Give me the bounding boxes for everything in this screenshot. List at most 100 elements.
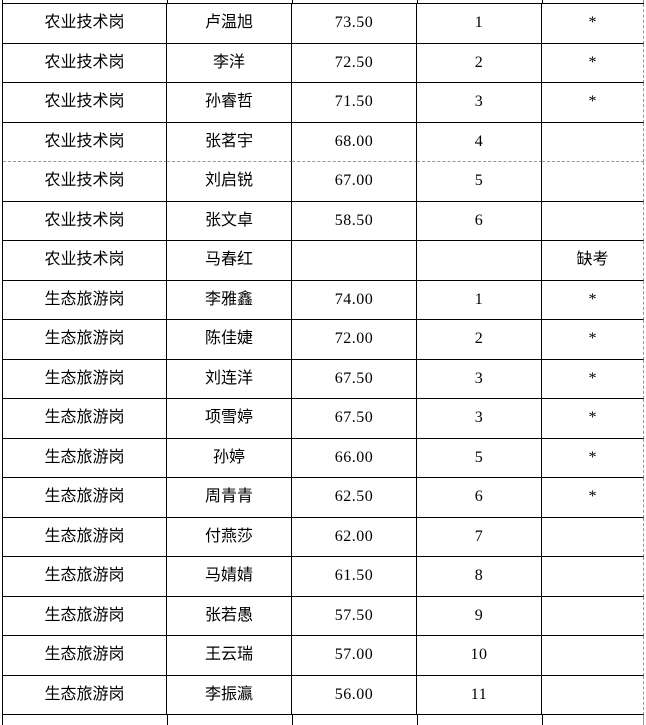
- cell-remark[interactable]: *: [542, 280, 644, 320]
- table-row: 生态旅游岗 张若愚 57.50 9: [3, 596, 644, 636]
- grid-line-stub: [2, 0, 3, 3]
- cell-name[interactable]: 陈佳婕: [167, 320, 292, 360]
- cell-rank[interactable]: 1: [417, 280, 542, 320]
- cell-remark[interactable]: [542, 675, 644, 715]
- cell-score[interactable]: 66.00: [292, 438, 417, 478]
- cell-score[interactable]: 72.00: [292, 320, 417, 360]
- table-row: 生态旅游岗 王云瑞 57.00 10: [3, 636, 644, 676]
- cell-remark[interactable]: *: [542, 438, 644, 478]
- cell-rank[interactable]: 10: [417, 636, 542, 676]
- cell-rank[interactable]: 6: [417, 478, 542, 518]
- table-row: 生态旅游岗 马婧婧 61.50 8: [3, 557, 644, 597]
- cell-name[interactable]: 李雅鑫: [167, 280, 292, 320]
- cell-rank[interactable]: 8: [417, 557, 542, 597]
- cell-name[interactable]: 张若愚: [167, 596, 292, 636]
- cell-rank[interactable]: 4: [417, 122, 542, 162]
- cell-remark[interactable]: [542, 517, 644, 557]
- cell-score[interactable]: 71.50: [292, 83, 417, 123]
- cell-position[interactable]: 农业技术岗: [3, 4, 167, 44]
- cell-name[interactable]: 孙睿哲: [167, 83, 292, 123]
- cell-rank[interactable]: [417, 241, 542, 281]
- cell-name[interactable]: 马婧婧: [167, 557, 292, 597]
- cell-name[interactable]: 李洋: [167, 43, 292, 83]
- table-row: 生态旅游岗 李雅鑫 74.00 1 *: [3, 280, 644, 320]
- score-table-body: 农业技术岗 卢温旭 73.50 1 * 农业技术岗 李洋 72.50 2 * 农…: [3, 4, 644, 715]
- cell-remark[interactable]: [542, 122, 644, 162]
- cell-remark[interactable]: *: [542, 359, 644, 399]
- cell-remark[interactable]: *: [542, 83, 644, 123]
- cell-score[interactable]: 58.50: [292, 201, 417, 241]
- cell-rank[interactable]: 5: [417, 162, 542, 202]
- cell-remark[interactable]: *: [542, 478, 644, 518]
- cell-name[interactable]: 王云瑞: [167, 636, 292, 676]
- cell-remark[interactable]: [542, 201, 644, 241]
- cell-remark[interactable]: 缺考: [542, 241, 644, 281]
- cell-name[interactable]: 李振瀛: [167, 675, 292, 715]
- cell-position[interactable]: 生态旅游岗: [3, 320, 167, 360]
- cell-name[interactable]: 项雪婷: [167, 399, 292, 439]
- cell-name[interactable]: 刘启锐: [167, 162, 292, 202]
- cell-rank[interactable]: 2: [417, 320, 542, 360]
- cell-remark[interactable]: *: [542, 4, 644, 44]
- cell-score[interactable]: 68.00: [292, 122, 417, 162]
- cell-position[interactable]: 生态旅游岗: [3, 557, 167, 597]
- cell-position[interactable]: 农业技术岗: [3, 241, 167, 281]
- cell-remark[interactable]: [542, 557, 644, 597]
- cell-rank[interactable]: 7: [417, 517, 542, 557]
- cell-position[interactable]: 生态旅游岗: [3, 596, 167, 636]
- cell-position[interactable]: 生态旅游岗: [3, 280, 167, 320]
- cell-score[interactable]: [292, 241, 417, 281]
- cell-rank[interactable]: 9: [417, 596, 542, 636]
- cell-position[interactable]: 生态旅游岗: [3, 675, 167, 715]
- cell-remark[interactable]: *: [542, 320, 644, 360]
- cell-position[interactable]: 农业技术岗: [3, 162, 167, 202]
- grid-line-stub: [167, 715, 168, 725]
- cell-score[interactable]: 67.50: [292, 399, 417, 439]
- cell-position[interactable]: 生态旅游岗: [3, 478, 167, 518]
- cell-name[interactable]: 马春红: [167, 241, 292, 281]
- cell-position[interactable]: 农业技术岗: [3, 201, 167, 241]
- cell-score[interactable]: 67.50: [292, 359, 417, 399]
- cell-name[interactable]: 张茗宇: [167, 122, 292, 162]
- cell-score[interactable]: 56.00: [292, 675, 417, 715]
- cell-remark[interactable]: [542, 596, 644, 636]
- cell-position[interactable]: 生态旅游岗: [3, 636, 167, 676]
- cell-position[interactable]: 生态旅游岗: [3, 399, 167, 439]
- cell-score[interactable]: 61.50: [292, 557, 417, 597]
- cell-position[interactable]: 生态旅游岗: [3, 359, 167, 399]
- cell-score[interactable]: 57.50: [292, 596, 417, 636]
- cell-name[interactable]: 孙婷: [167, 438, 292, 478]
- cell-rank[interactable]: 6: [417, 201, 542, 241]
- cell-score[interactable]: 72.50: [292, 43, 417, 83]
- cell-name[interactable]: 张文卓: [167, 201, 292, 241]
- cell-remark[interactable]: *: [542, 399, 644, 439]
- cell-score[interactable]: 62.50: [292, 478, 417, 518]
- cell-name[interactable]: 卢温旭: [167, 4, 292, 44]
- cell-rank[interactable]: 1: [417, 4, 542, 44]
- cell-name[interactable]: 刘连洋: [167, 359, 292, 399]
- cell-position[interactable]: 农业技术岗: [3, 83, 167, 123]
- table-row: 生态旅游岗 李振瀛 56.00 11: [3, 675, 644, 715]
- cell-score[interactable]: 62.00: [292, 517, 417, 557]
- cell-rank[interactable]: 11: [417, 675, 542, 715]
- cell-rank[interactable]: 5: [417, 438, 542, 478]
- cell-name[interactable]: 周青青: [167, 478, 292, 518]
- cell-rank[interactable]: 3: [417, 359, 542, 399]
- cell-name[interactable]: 付燕莎: [167, 517, 292, 557]
- cell-rank[interactable]: 3: [417, 83, 542, 123]
- cell-position[interactable]: 农业技术岗: [3, 122, 167, 162]
- cell-position[interactable]: 生态旅游岗: [3, 517, 167, 557]
- cell-position[interactable]: 生态旅游岗: [3, 438, 167, 478]
- cell-position[interactable]: 农业技术岗: [3, 43, 167, 83]
- cell-score[interactable]: 57.00: [292, 636, 417, 676]
- cell-remark[interactable]: [542, 162, 644, 202]
- cell-score[interactable]: 67.00: [292, 162, 417, 202]
- cell-rank[interactable]: 2: [417, 43, 542, 83]
- cell-remark[interactable]: *: [542, 43, 644, 83]
- cell-rank[interactable]: 3: [417, 399, 542, 439]
- cell-remark[interactable]: [542, 636, 644, 676]
- cell-score[interactable]: 74.00: [292, 280, 417, 320]
- grid-line-stub: [542, 0, 543, 3]
- cell-score[interactable]: 73.50: [292, 4, 417, 44]
